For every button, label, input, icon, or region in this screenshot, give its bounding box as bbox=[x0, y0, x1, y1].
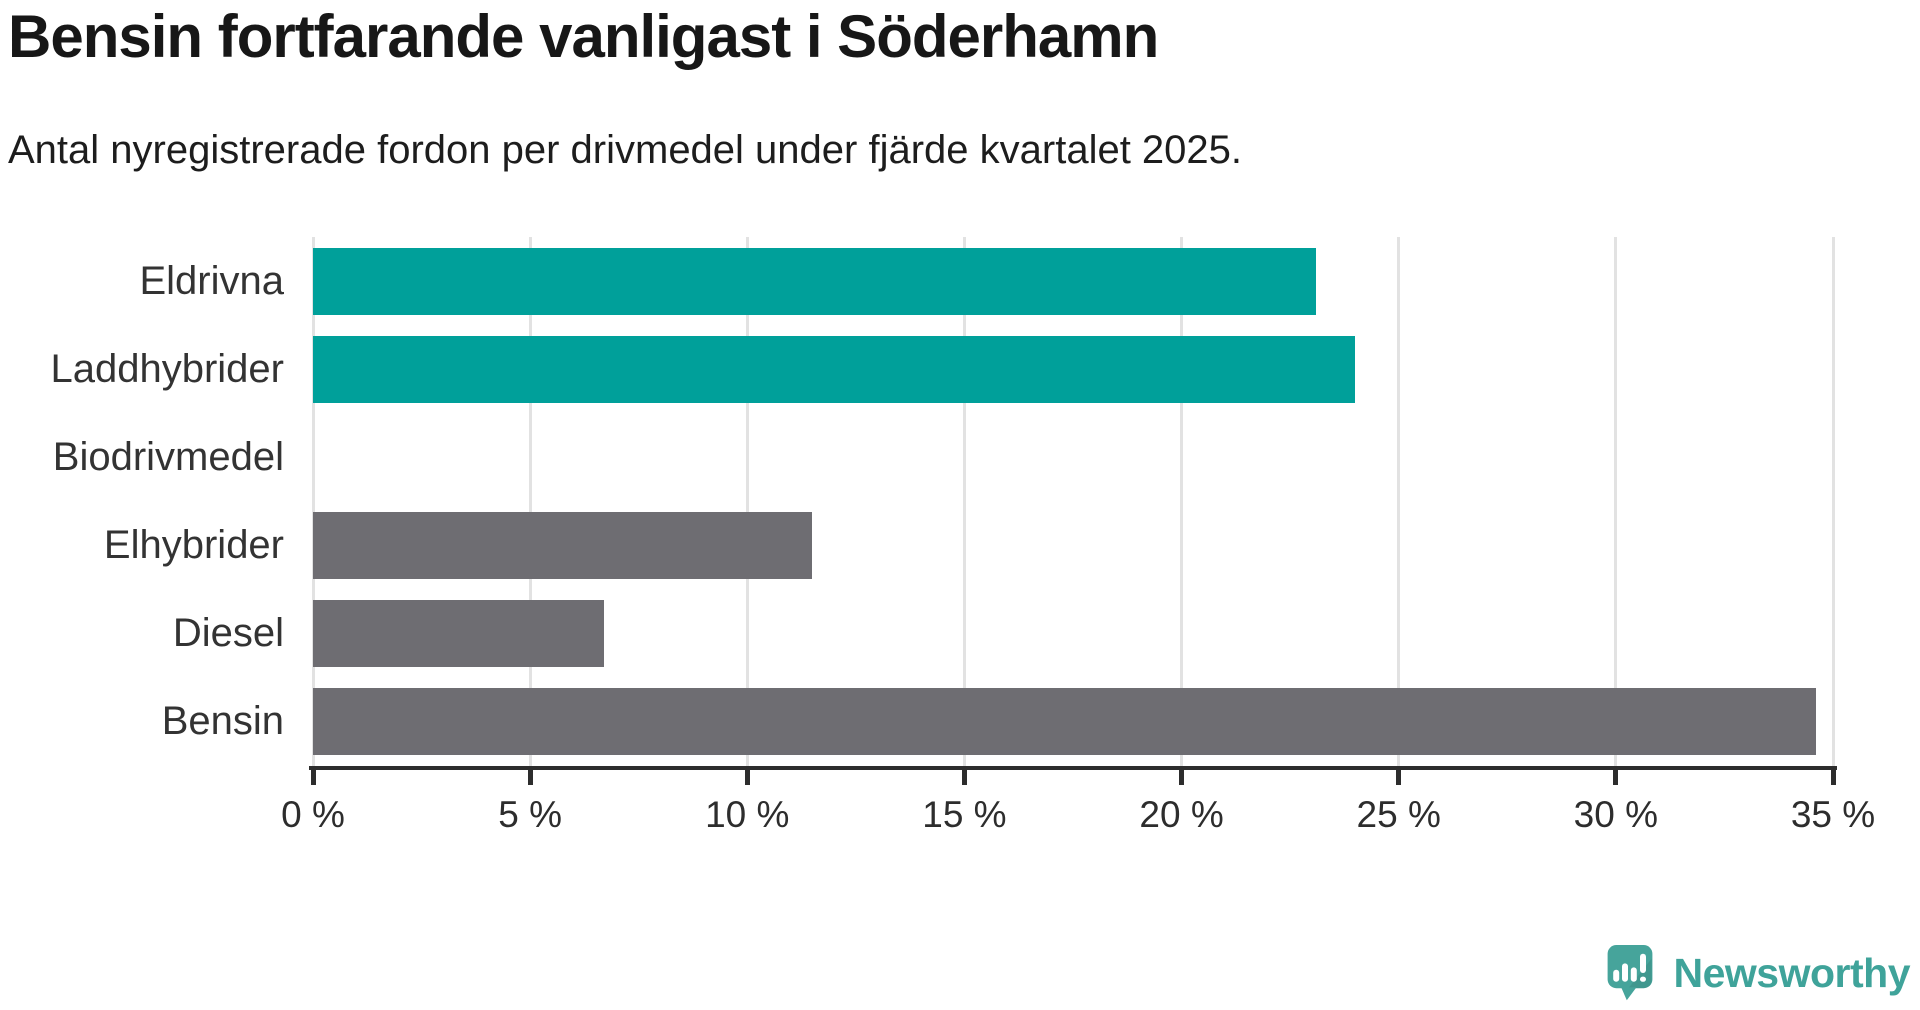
axis-tick-label: 5 % bbox=[498, 794, 563, 835]
axis-tick bbox=[1396, 766, 1402, 785]
bar-diesel bbox=[313, 600, 604, 668]
gridline-20 bbox=[1180, 237, 1184, 766]
axis-tick-label: 10 % bbox=[705, 794, 790, 835]
axis-tick bbox=[1179, 766, 1185, 785]
axis-tick bbox=[1613, 766, 1619, 785]
bar-elhybrider bbox=[313, 512, 813, 580]
axis-tick bbox=[1830, 766, 1836, 785]
axis-tick-label: 15 % bbox=[922, 794, 1007, 835]
category-label: Laddhybrider bbox=[50, 346, 285, 391]
plot-area bbox=[311, 237, 1835, 766]
gridline-10 bbox=[745, 237, 749, 766]
category-label: Biodrivmedel bbox=[52, 434, 284, 479]
axis-tick-label: 35 % bbox=[1790, 794, 1876, 835]
gridline-15 bbox=[962, 237, 966, 766]
gridline-30 bbox=[1614, 237, 1618, 766]
x-axis-line bbox=[309, 766, 1837, 770]
brand-footer: Newsworthy bbox=[1606, 944, 1911, 1002]
axis-tick bbox=[961, 766, 967, 785]
axis-tick bbox=[527, 766, 533, 785]
category-label: Elhybrider bbox=[103, 523, 284, 568]
gridline-25 bbox=[1397, 237, 1401, 766]
category-label: Eldrivna bbox=[139, 258, 284, 303]
x-axis: 0 % 5 % 10 % 15 % 20 % 25 % 30 % 35 % bbox=[281, 766, 1875, 846]
category-label: Bensin bbox=[161, 699, 284, 744]
gridline-35 bbox=[1831, 237, 1835, 766]
chart-title: Bensin fortfarande vanligast i Söderhamn bbox=[8, 3, 1159, 70]
axis-tick-label: 20 % bbox=[1139, 794, 1224, 835]
bar-laddhybrider bbox=[313, 335, 1356, 403]
chart-subtitle: Antal nyregistrerade fordon per drivmede… bbox=[8, 128, 1243, 172]
axis-tick-label: 0 % bbox=[281, 794, 345, 835]
category-label: Diesel bbox=[172, 611, 284, 656]
gridline-5 bbox=[528, 237, 532, 766]
bar-bensin bbox=[313, 688, 1816, 756]
axis-tick-label: 25 % bbox=[1356, 794, 1441, 835]
gridline-0 bbox=[311, 237, 315, 766]
category-labels: Eldrivna Laddhybrider Biodrivmedel Elhybrid… bbox=[0, 237, 285, 766]
axis-tick-label: 30 % bbox=[1573, 794, 1659, 835]
bar-eldrivna bbox=[313, 247, 1317, 315]
brand-name: Newsworthy bbox=[1673, 949, 1911, 996]
axis-tick bbox=[744, 766, 750, 785]
axis-tick bbox=[310, 766, 316, 785]
newsworthy-logo-icon bbox=[1607, 945, 1652, 1001]
